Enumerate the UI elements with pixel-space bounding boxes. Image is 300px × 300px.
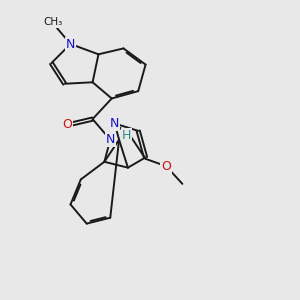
Text: N: N: [106, 133, 115, 146]
Text: O: O: [161, 160, 171, 173]
Text: O: O: [63, 118, 73, 131]
Text: N: N: [66, 38, 75, 50]
Text: CH₃: CH₃: [43, 17, 62, 27]
Text: N: N: [110, 117, 119, 130]
Text: H: H: [122, 129, 131, 142]
